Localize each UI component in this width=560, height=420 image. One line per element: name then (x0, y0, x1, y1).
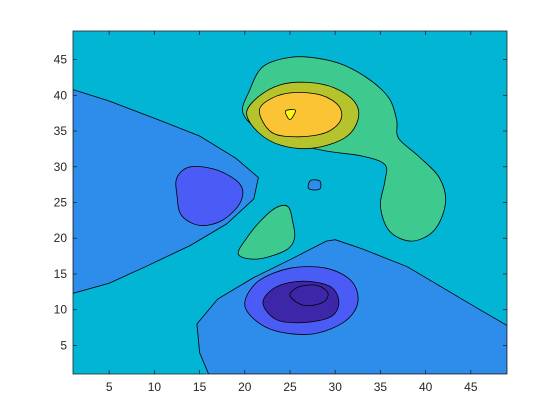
y-tick-label: 35 (54, 124, 68, 138)
y-axis: 5 10 15 20 25 30 35 40 45 (54, 53, 507, 352)
y-tick-label: 15 (54, 267, 68, 281)
contour-region-middle-hill (237, 204, 296, 260)
contour-region-left-core (175, 166, 244, 226)
y-tick-label: 10 (54, 303, 68, 317)
x-tick-label: 15 (193, 380, 207, 394)
x-tick-label: 30 (329, 380, 343, 394)
x-tick-label: 25 (283, 380, 297, 394)
contour-region-bottom-min (289, 284, 329, 307)
contour-region-top-core (258, 91, 343, 138)
contour-region-top-peak (284, 109, 296, 120)
y-tick-label: 30 (54, 160, 68, 174)
x-tick-label: 35 (374, 380, 388, 394)
contour-regions (73, 56, 507, 374)
x-axis: 5 10 15 20 25 30 35 40 45 (106, 31, 478, 394)
contour-region-center-dimple (307, 179, 322, 191)
y-tick-label: 40 (54, 88, 68, 102)
x-tick-label: 10 (148, 380, 162, 394)
y-tick-label: 25 (54, 196, 68, 210)
x-tick-label: 45 (464, 380, 478, 394)
y-tick-label: 20 (54, 231, 68, 245)
x-tick-label: 40 (419, 380, 433, 394)
contour-region-left-basin (73, 89, 259, 294)
x-tick-label: 5 (106, 380, 113, 394)
x-tick-label: 20 (238, 380, 252, 394)
y-tick-label: 45 (54, 53, 68, 67)
y-tick-label: 5 (60, 338, 67, 352)
